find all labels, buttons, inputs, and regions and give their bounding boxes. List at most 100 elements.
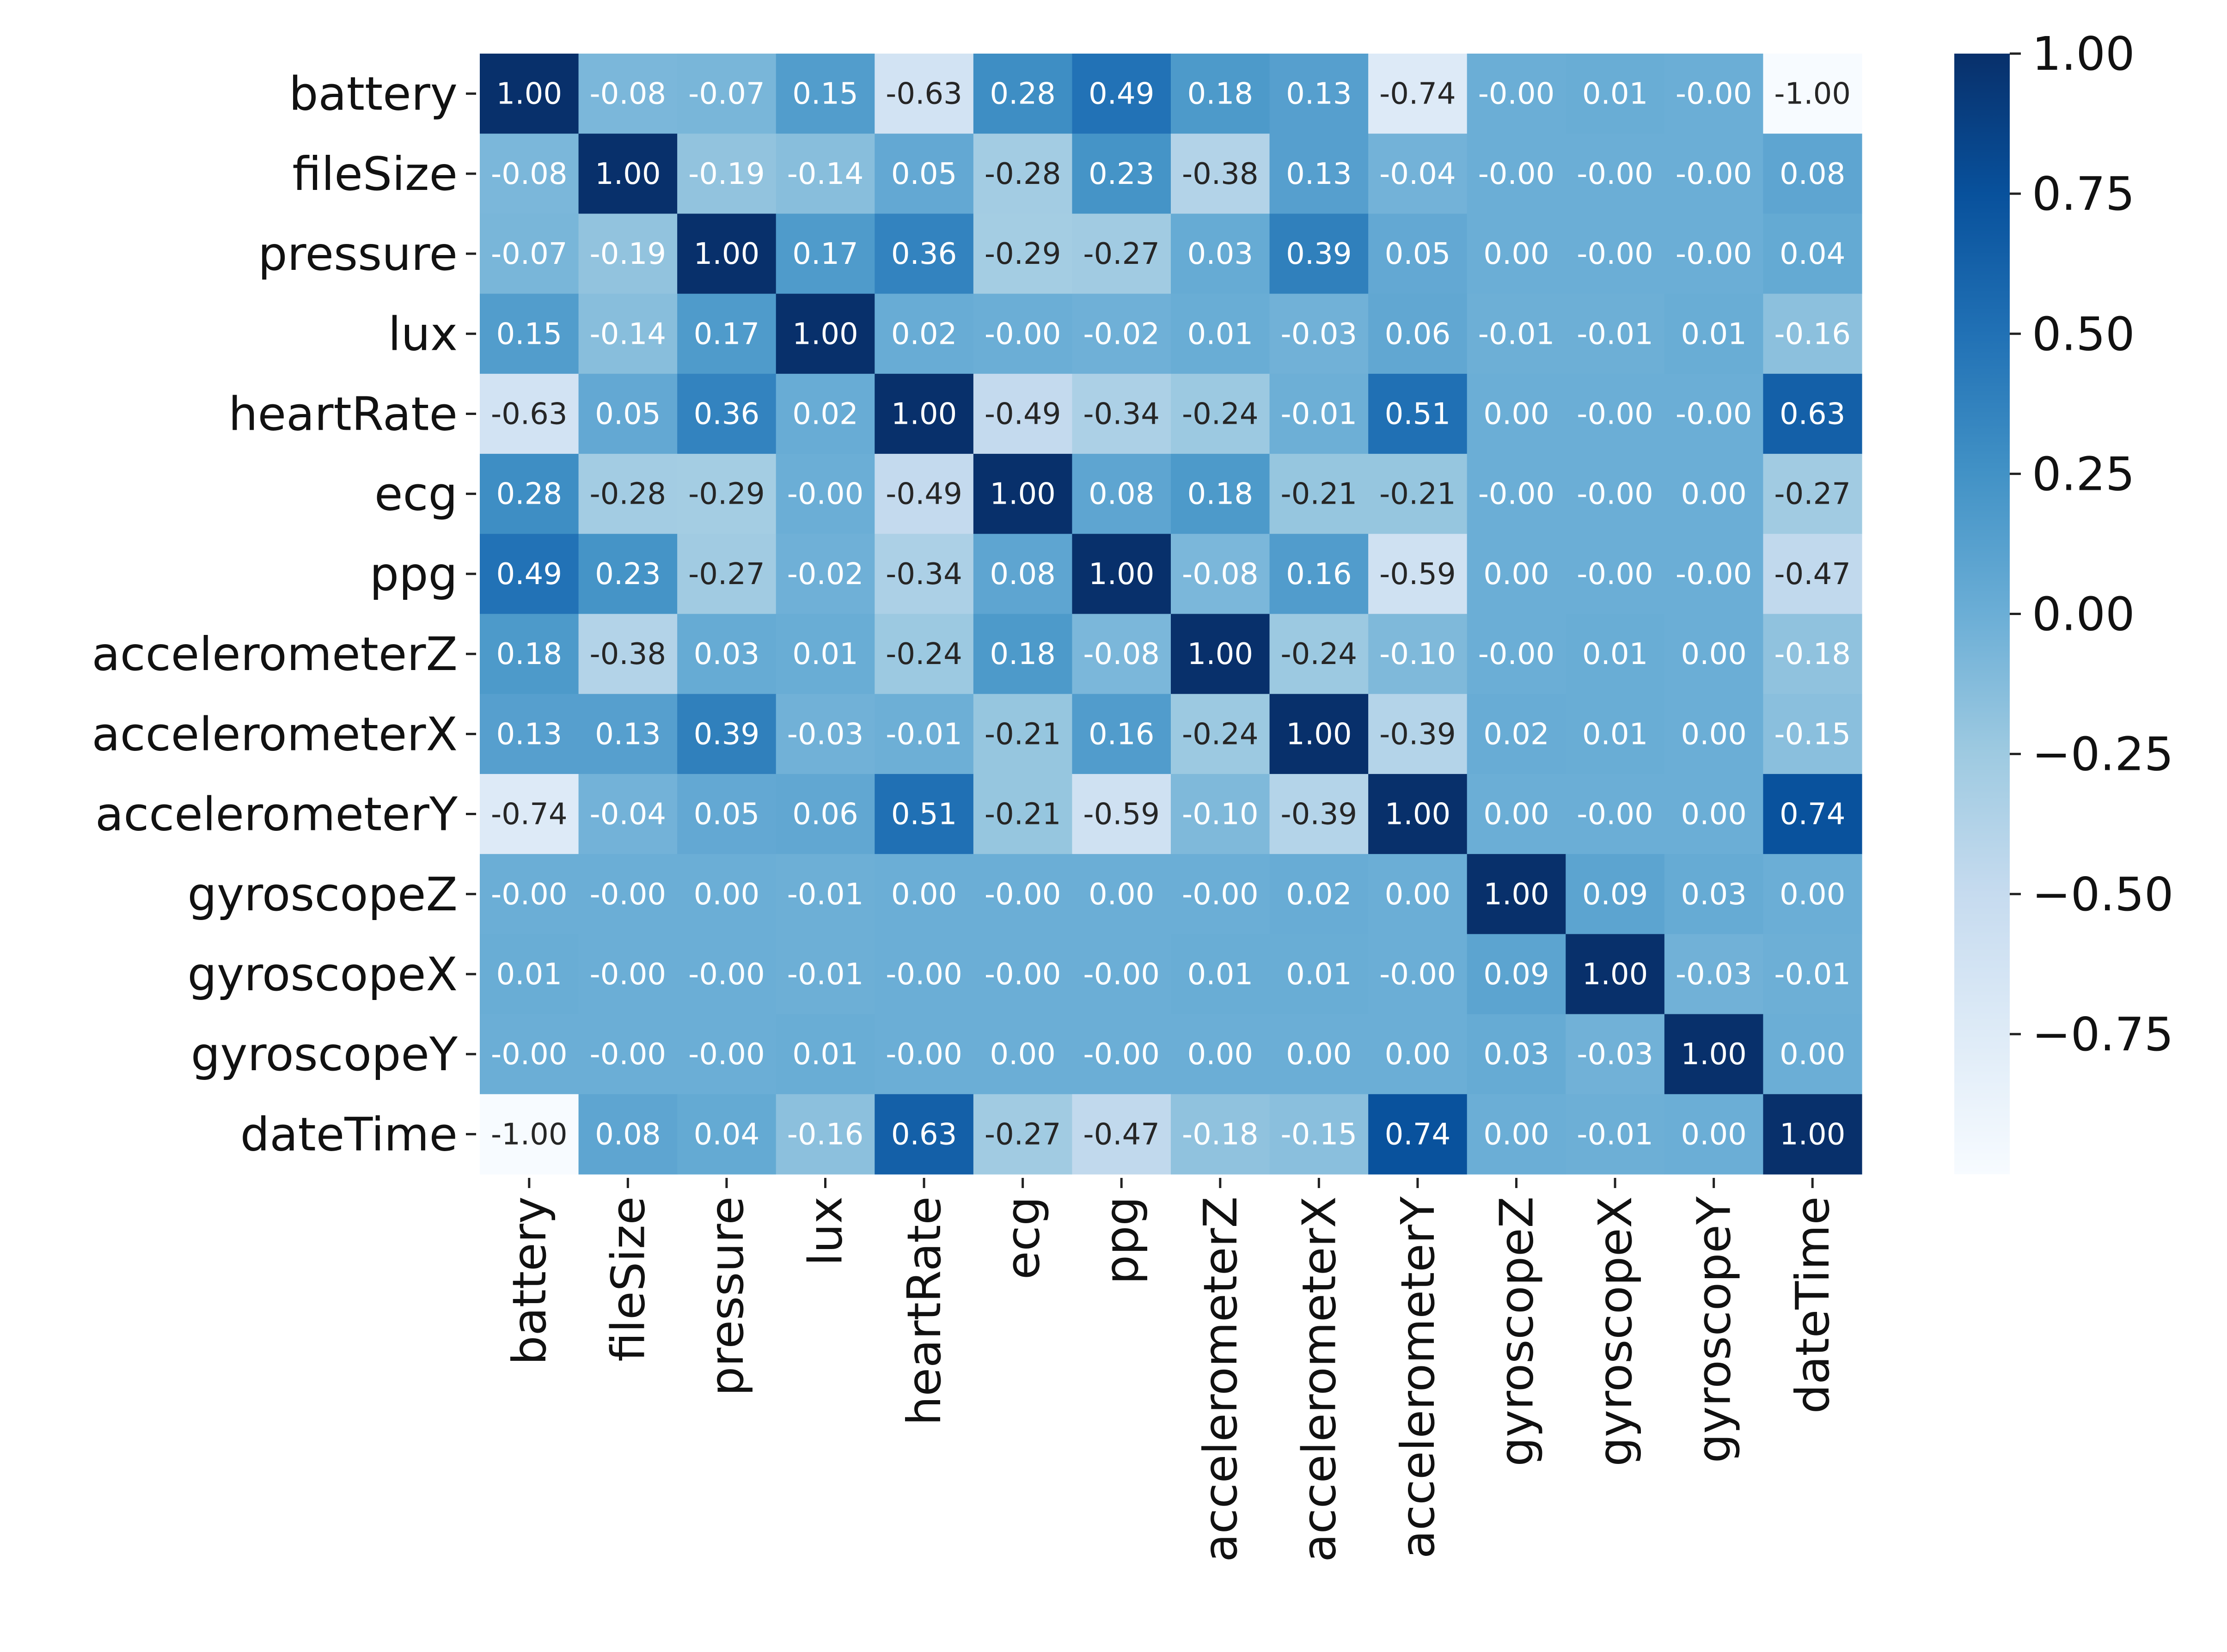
heatmap-cell — [776, 854, 875, 934]
cell-value-label: -0.01 — [787, 878, 864, 912]
heatmap-cell — [1566, 934, 1665, 1015]
cell-value-label: 0.36 — [694, 397, 760, 431]
heatmap-cell — [1368, 213, 1468, 294]
heatmap-cell — [677, 934, 777, 1015]
heatmap-cell — [480, 134, 579, 214]
heatmap-cell — [578, 694, 678, 774]
cell-value-label: -0.00 — [590, 1037, 667, 1072]
colorbar-gradient — [1954, 54, 2010, 1174]
heatmap-cell — [973, 293, 1073, 374]
colorbar-tick-label: 0.75 — [2032, 167, 2135, 221]
heatmap-cell — [1664, 54, 1764, 134]
cell-value-label: -0.00 — [590, 878, 667, 912]
heatmap-cell — [973, 134, 1073, 214]
heatmap-cell — [1171, 934, 1270, 1015]
heatmap-cell — [578, 454, 678, 534]
cell-value-label: 0.09 — [1582, 878, 1648, 912]
cell-value-label: 0.06 — [1385, 317, 1451, 351]
heatmap-cell — [677, 134, 777, 214]
heatmap-cell — [1072, 134, 1171, 214]
heatmap-cell — [1467, 614, 1566, 695]
cell-value-label: 1.00 — [1385, 798, 1451, 832]
cell-value-label: -0.00 — [1577, 157, 1653, 191]
heatmap-cell — [480, 373, 579, 454]
heatmap-cell — [1171, 373, 1270, 454]
cell-value-label: 0.16 — [1286, 557, 1352, 591]
column-label: accelerometerY — [1391, 1196, 1445, 1559]
heatmap-cell — [1763, 534, 1862, 615]
heatmap-cell — [1269, 1014, 1369, 1095]
heatmap-cell — [1566, 134, 1665, 214]
cell-value-label: 0.74 — [1780, 798, 1846, 832]
cell-value-label: 1.00 — [1483, 878, 1549, 912]
cell-value-label: -0.08 — [590, 77, 667, 111]
cell-value-label: -0.00 — [1676, 397, 1752, 431]
cell-value-label: -0.63 — [886, 77, 962, 111]
cell-value-label: -0.24 — [886, 637, 962, 671]
cell-value-label: 0.01 — [1187, 957, 1254, 992]
heatmap-cell — [1763, 934, 1862, 1015]
heatmap-cell — [1664, 934, 1764, 1015]
cell-value-label: -0.00 — [688, 1037, 765, 1072]
heatmap-cell — [1269, 614, 1369, 695]
cell-value-label: -0.16 — [1774, 317, 1851, 351]
heatmap-cell — [1171, 54, 1270, 134]
cell-value-label: 1.00 — [1187, 637, 1254, 671]
row-label: dateTime — [240, 1107, 458, 1161]
colorbar-tick-label: −0.25 — [2032, 727, 2173, 781]
heatmap-cell — [1368, 54, 1468, 134]
cell-value-label: -0.47 — [1083, 1117, 1160, 1152]
cell-value-label: -0.19 — [590, 237, 667, 271]
heatmap-cell — [1763, 54, 1862, 134]
cell-value-label: -0.00 — [1478, 77, 1555, 111]
heatmap-cell — [776, 134, 875, 214]
cell-value-label: -0.19 — [688, 157, 765, 191]
heatmap-cell — [1467, 934, 1566, 1015]
cell-value-label: 0.00 — [1780, 1037, 1846, 1072]
heatmap-cell — [973, 373, 1073, 454]
heatmap-cell — [1467, 1014, 1566, 1095]
heatmap-cell — [776, 1094, 875, 1175]
cell-value-label: -0.00 — [985, 957, 1061, 992]
heatmap-cell — [480, 934, 579, 1015]
heatmap-cell — [677, 373, 777, 454]
heatmap-cell — [1269, 694, 1369, 774]
column-label: ecg — [996, 1196, 1050, 1280]
cell-value-label: 0.02 — [891, 317, 957, 351]
cell-value-label: -0.01 — [1478, 317, 1555, 351]
cell-value-label: 0.13 — [1286, 157, 1352, 191]
cell-value-label: -0.02 — [1083, 317, 1160, 351]
heatmap-cell — [1566, 213, 1665, 294]
heatmap-cell — [1269, 454, 1369, 534]
cell-value-label: 0.15 — [792, 77, 858, 111]
cell-value-label: -0.00 — [1478, 157, 1555, 191]
cell-value-label: -0.00 — [787, 477, 864, 512]
heatmap-cell — [1467, 134, 1566, 214]
heatmap-cell — [973, 614, 1073, 695]
cell-value-label: -0.00 — [1577, 477, 1653, 512]
cell-value-label: 0.03 — [1681, 878, 1747, 912]
cell-value-label: -0.21 — [1281, 477, 1358, 512]
row-label: gyroscopeX — [187, 947, 458, 1001]
cell-value-label: -0.59 — [1083, 798, 1160, 832]
heatmap-cell — [1269, 213, 1369, 294]
heatmap-cell — [1171, 1094, 1270, 1175]
cell-value-label: -0.24 — [1281, 637, 1358, 671]
cell-value-label: -0.14 — [590, 317, 667, 351]
colorbar-tick-label: −0.50 — [2032, 867, 2173, 921]
cell-value-label: 0.08 — [1089, 477, 1155, 512]
cell-value-label: -0.10 — [1182, 798, 1259, 832]
cell-value-label: -0.74 — [491, 798, 568, 832]
heatmap-cell — [776, 694, 875, 774]
cell-value-label: 0.03 — [1187, 237, 1254, 271]
cell-value-label: -1.00 — [1774, 77, 1851, 111]
heatmap-cell — [1664, 694, 1764, 774]
heatmap-cell — [480, 293, 579, 374]
heatmap-cell — [480, 1014, 579, 1095]
row-label: pressure — [258, 227, 458, 281]
cell-value-label: 0.01 — [496, 957, 563, 992]
cell-value-label: -0.02 — [787, 557, 864, 591]
cell-value-label: -0.00 — [491, 1037, 568, 1072]
cell-value-label: 1.00 — [694, 237, 760, 271]
